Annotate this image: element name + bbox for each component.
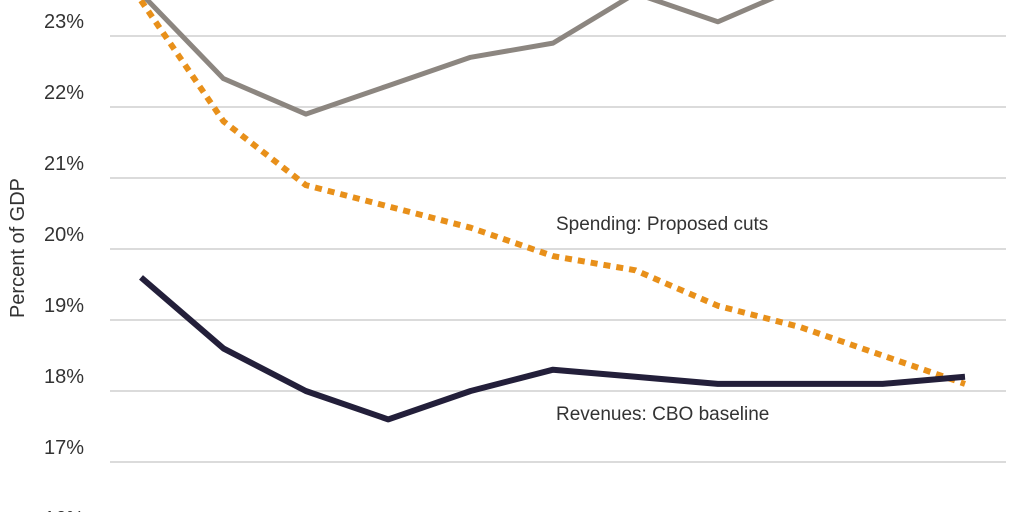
y-axis-label: Percent of GDP <box>7 178 29 318</box>
annotation-spending_cuts: Spending: Proposed cuts <box>556 214 768 235</box>
annotation-revenues: Revenues: CBO baseline <box>556 404 769 425</box>
series <box>138 0 966 423</box>
y-tick-label: 21% <box>44 153 84 175</box>
y-tick-label: 16% <box>44 508 84 512</box>
series-line-revenues <box>139 275 966 423</box>
y-axis-ticks: 16% 17% 18% 19% 20% 21% 22% 23% <box>44 11 84 512</box>
y-tick-label: 23% <box>44 11 84 33</box>
y-tick-label: 19% <box>44 295 84 317</box>
y-tick-label: 18% <box>44 366 84 388</box>
gridlines <box>110 35 1006 463</box>
y-tick-label: 20% <box>44 224 84 246</box>
annotations: Spending: Proposed cuts Revenues: CBO bas… <box>556 214 769 425</box>
y-tick-label: 17% <box>44 437 84 459</box>
series-line-spending_cuts <box>138 0 966 387</box>
series-line-spending_baseline <box>143 0 775 117</box>
y-tick-label: 22% <box>44 82 84 104</box>
